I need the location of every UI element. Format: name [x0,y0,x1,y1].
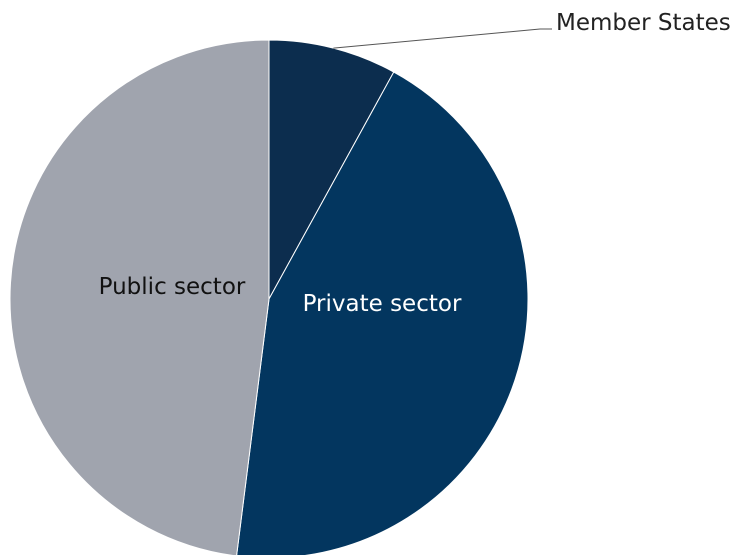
slice-label-member-states: Member States [556,10,731,36]
member-states-leader-line [333,28,541,49]
pie-slice-public-sector [9,39,270,555]
slice-label-private-sector: Private sector [303,291,462,317]
slice-label-public-sector: Public sector [99,274,246,300]
pie-slices [9,39,529,555]
pie-slice-private-sector [236,71,529,555]
pie-slice-member-states [268,39,395,300]
